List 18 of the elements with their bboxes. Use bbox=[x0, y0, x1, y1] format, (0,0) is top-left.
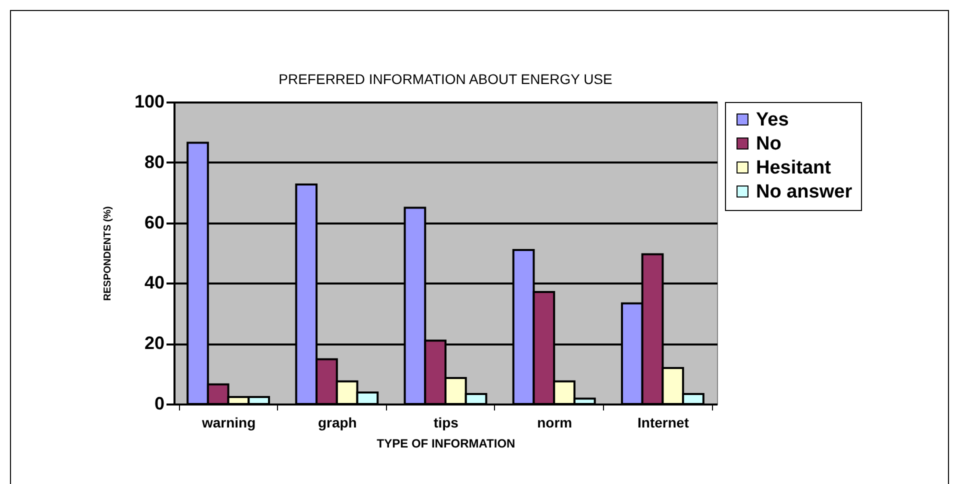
x-axis-title: TYPE OF INFORMATION bbox=[376, 436, 516, 450]
legend-label: No answer bbox=[756, 182, 853, 202]
y-tick-label: 40 bbox=[144, 272, 164, 293]
legend-label: No bbox=[756, 134, 782, 154]
x-tick-label: graph bbox=[318, 414, 357, 430]
x-tick-label: norm bbox=[537, 414, 572, 430]
x-tick-label: Internet bbox=[638, 414, 690, 430]
y-tick-label: 20 bbox=[144, 333, 164, 354]
y-axis-title: RESPONDENTS (%) bbox=[102, 206, 114, 301]
legend-label: Yes bbox=[756, 110, 789, 130]
y-tick-label: 60 bbox=[144, 212, 164, 232]
y-tick-label: 100 bbox=[134, 92, 164, 112]
chart-title: PREFERRED INFORMATION ABOUT ENERGY USE bbox=[278, 71, 612, 87]
y-tick-label: 0 bbox=[154, 394, 164, 414]
y-tick-label: 80 bbox=[144, 152, 164, 172]
x-tick-label: tips bbox=[434, 414, 459, 430]
x-tick-label: warning bbox=[200, 414, 256, 430]
legend-label: Hesitant bbox=[756, 158, 832, 178]
